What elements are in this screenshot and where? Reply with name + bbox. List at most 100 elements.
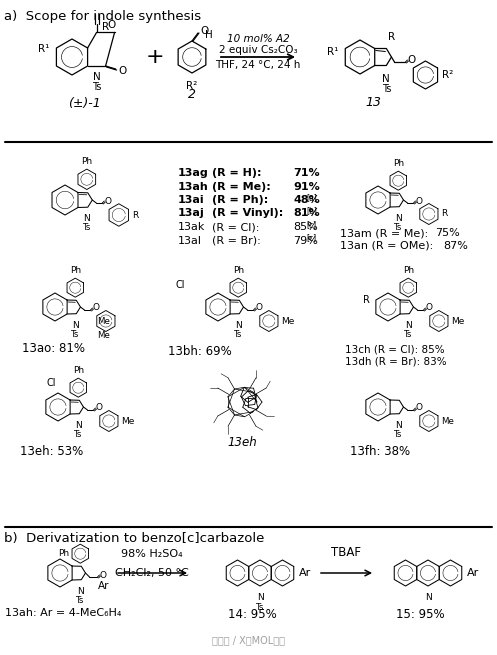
Text: 13ah: Ar = 4-MeC₆H₄: 13ah: Ar = 4-MeC₆H₄	[5, 608, 121, 618]
Text: 48%: 48%	[293, 195, 320, 205]
Text: O: O	[415, 403, 422, 413]
Text: N: N	[256, 593, 263, 602]
Text: (R = Me):: (R = Me):	[212, 181, 271, 191]
Text: 87%: 87%	[443, 241, 468, 251]
Text: Me: Me	[281, 316, 295, 326]
Text: Ar: Ar	[467, 568, 479, 578]
Text: O: O	[200, 26, 208, 36]
Text: Ph: Ph	[403, 266, 414, 275]
Text: O: O	[119, 66, 127, 76]
Text: R²: R²	[442, 70, 454, 80]
Text: Me: Me	[121, 417, 135, 426]
Text: Ts: Ts	[382, 84, 391, 94]
Text: N: N	[72, 321, 79, 329]
Text: 79%: 79%	[293, 236, 318, 246]
Text: 13eh: 53%: 13eh: 53%	[20, 445, 83, 458]
Text: Me: Me	[451, 316, 465, 326]
Text: N: N	[383, 75, 390, 84]
Text: Ts: Ts	[394, 223, 403, 232]
Text: N: N	[75, 421, 82, 430]
Text: O: O	[255, 303, 262, 312]
Text: R: R	[132, 210, 138, 219]
Text: Ts: Ts	[394, 430, 403, 439]
Text: O: O	[107, 20, 116, 30]
Text: O: O	[95, 403, 102, 413]
Text: Ph: Ph	[70, 266, 81, 275]
Text: Ts: Ts	[234, 329, 243, 339]
Text: b)  Derivatization to benzo[c]carbazole: b) Derivatization to benzo[c]carbazole	[4, 532, 264, 545]
Text: Ph: Ph	[73, 366, 84, 375]
Text: CH₂Cl₂, 50 °C: CH₂Cl₂, 50 °C	[115, 568, 189, 578]
Text: O: O	[104, 196, 111, 206]
Text: O: O	[99, 571, 106, 580]
Text: O: O	[408, 55, 415, 65]
Text: 13an (R = OMe):: 13an (R = OMe):	[340, 241, 433, 251]
Text: Me: Me	[97, 331, 110, 339]
Text: Me: Me	[97, 318, 110, 326]
Text: R: R	[101, 22, 109, 32]
Text: Ar: Ar	[98, 581, 109, 591]
Text: 13ao: 81%: 13ao: 81%	[22, 342, 85, 355]
Text: [b]: [b]	[307, 206, 318, 215]
Text: R²: R²	[186, 81, 198, 91]
Text: +: +	[146, 47, 165, 67]
Text: (R = Ph):: (R = Ph):	[212, 195, 268, 205]
Text: 13ai: 13ai	[178, 195, 205, 205]
Text: 15: 95%: 15: 95%	[396, 608, 445, 621]
Text: (±)-1: (±)-1	[68, 96, 101, 109]
Text: (R = Br):: (R = Br):	[212, 236, 261, 246]
Text: N: N	[405, 321, 412, 329]
Text: 14: 95%: 14: 95%	[228, 608, 277, 621]
Text: TBAF: TBAF	[331, 546, 361, 559]
Text: R: R	[363, 295, 370, 305]
Text: O: O	[415, 196, 422, 206]
Text: R: R	[441, 210, 448, 219]
Text: 75%: 75%	[435, 228, 460, 238]
Text: N: N	[424, 593, 431, 602]
Text: N: N	[395, 421, 402, 430]
Text: Ar: Ar	[299, 568, 311, 578]
Text: 13bh: 69%: 13bh: 69%	[168, 345, 232, 358]
Text: Ts: Ts	[76, 595, 84, 605]
Text: a)  Scope for indole synthesis: a) Scope for indole synthesis	[4, 10, 201, 23]
Text: 98% H₂SO₄: 98% H₂SO₄	[121, 549, 183, 559]
Text: O: O	[92, 303, 99, 312]
Text: 71%: 71%	[293, 168, 320, 178]
Text: (R = H):: (R = H):	[212, 168, 261, 178]
Text: [c]: [c]	[307, 233, 317, 242]
Text: 13al: 13al	[178, 236, 202, 246]
Text: 13ch (R = Cl): 85%: 13ch (R = Cl): 85%	[345, 345, 445, 355]
Text: O: O	[425, 303, 432, 312]
Text: Ph: Ph	[393, 159, 404, 168]
Text: Ts: Ts	[256, 603, 264, 612]
Text: 13aj: 13aj	[178, 208, 205, 219]
Text: N: N	[93, 72, 100, 82]
Text: 13am (R = Me):: 13am (R = Me):	[340, 228, 428, 238]
Text: Cl: Cl	[46, 378, 56, 388]
Text: 13ag: 13ag	[178, 168, 209, 178]
Text: [c]: [c]	[307, 220, 317, 229]
Text: N: N	[235, 321, 242, 329]
Text: Ts: Ts	[404, 329, 413, 339]
Text: Cl: Cl	[175, 280, 185, 290]
Text: 13ah: 13ah	[178, 181, 209, 191]
Text: 淣象号 / X－MOL资讯: 淣象号 / X－MOL资讯	[212, 635, 284, 645]
Text: 85%: 85%	[293, 222, 318, 232]
Text: 10 mol% A2: 10 mol% A2	[227, 34, 289, 44]
Text: 13eh: 13eh	[227, 436, 257, 449]
Text: H: H	[205, 30, 213, 40]
Text: (R = Vinyl):: (R = Vinyl):	[212, 208, 283, 219]
Text: Ts: Ts	[74, 430, 83, 439]
Text: THF, 24 °C, 24 h: THF, 24 °C, 24 h	[215, 60, 301, 70]
Text: 2: 2	[188, 88, 196, 102]
Text: Ph: Ph	[58, 549, 69, 558]
Text: 13ak: 13ak	[178, 222, 205, 232]
Text: N: N	[77, 587, 83, 595]
Text: 81%: 81%	[293, 208, 320, 219]
Text: 13dh (R = Br): 83%: 13dh (R = Br): 83%	[345, 357, 447, 367]
Text: 13fh: 38%: 13fh: 38%	[350, 445, 410, 458]
Text: 91%: 91%	[293, 181, 320, 191]
Text: (R = Cl):: (R = Cl):	[212, 222, 259, 232]
Text: R¹: R¹	[38, 44, 49, 54]
Text: 2 equiv Cs₂CO₃: 2 equiv Cs₂CO₃	[219, 45, 297, 55]
